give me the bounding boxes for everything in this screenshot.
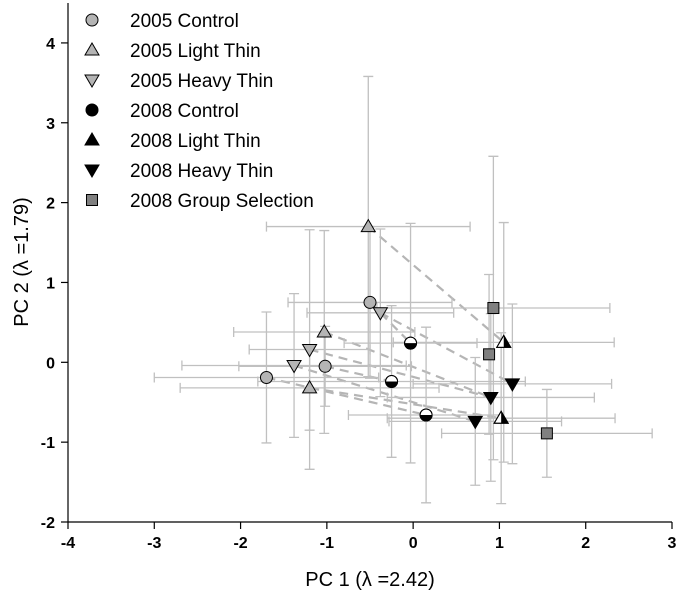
y-tick-label: 2 xyxy=(46,196,55,213)
data-point xyxy=(495,334,512,348)
connection-line xyxy=(369,301,412,344)
data-point xyxy=(493,410,510,424)
data-point xyxy=(301,344,318,358)
data-point xyxy=(404,336,418,350)
legend-item: 2008 Light Thin xyxy=(84,131,261,152)
data-point xyxy=(504,378,521,392)
y-tick-label: 4 xyxy=(46,36,55,53)
legend-item: 2005 Light Thin xyxy=(84,41,261,62)
legend-item: 2008 Control xyxy=(85,101,239,122)
connection-line xyxy=(309,348,492,399)
data-point xyxy=(487,302,500,315)
data-point xyxy=(482,391,499,406)
data-point xyxy=(318,359,332,373)
y-tick-label: 0 xyxy=(46,355,55,372)
legend-marker xyxy=(86,194,98,206)
connection-line xyxy=(266,376,427,417)
legend-marker xyxy=(84,74,100,88)
legend-label: 2005 Heavy Thin xyxy=(130,71,273,92)
x-tick-label: 3 xyxy=(668,535,677,552)
x-tick-label: -1 xyxy=(320,535,334,552)
data-point xyxy=(467,415,484,430)
legend-marker xyxy=(85,13,99,27)
connection-line xyxy=(324,365,392,383)
connection-line xyxy=(293,364,476,423)
x-tick-label: -4 xyxy=(61,535,75,552)
y-tick-label: 3 xyxy=(46,116,55,133)
data-points xyxy=(259,218,553,440)
data-point xyxy=(259,370,273,384)
data-point xyxy=(419,408,433,422)
legend-label: 2005 Control xyxy=(130,11,239,32)
legend-item: 2008 Heavy Thin xyxy=(84,161,273,182)
x-axis-ticks: -4 -3 -2 -1 0 1 2 3 xyxy=(61,522,677,552)
y-axis-ticks: -2 -1 0 1 2 3 4 xyxy=(41,36,68,532)
x-tick-label: 2 xyxy=(581,535,590,552)
data-point xyxy=(363,295,377,309)
data-point xyxy=(301,379,318,394)
data-point xyxy=(372,307,389,321)
legend-item: 2005 Heavy Thin xyxy=(84,71,273,92)
data-point xyxy=(316,323,333,338)
data-point xyxy=(385,374,399,388)
y-axis-title: PC 2 (λ =1.79) xyxy=(11,197,33,327)
data-point xyxy=(360,218,377,233)
legend-item: 2008 Group Selection xyxy=(86,191,314,212)
legend-marker xyxy=(84,164,100,178)
data-point xyxy=(540,427,553,440)
legend-marker xyxy=(85,103,99,117)
data-point xyxy=(286,360,302,374)
y-tick-label: 1 xyxy=(46,275,55,292)
legend-label: 2008 Heavy Thin xyxy=(130,161,273,182)
x-tick-label: -3 xyxy=(147,535,161,552)
x-tick-label: -2 xyxy=(233,535,247,552)
x-tick-label: 1 xyxy=(495,535,504,552)
y-tick-label: -1 xyxy=(41,435,55,452)
legend: 2005 Control 2005 Light Thin 2005 Heavy Th… xyxy=(84,11,314,212)
legend-label: 2008 Control xyxy=(130,101,239,122)
legend-label: 2005 Light Thin xyxy=(130,41,261,62)
connection-line xyxy=(367,225,505,344)
x-tick-label: 0 xyxy=(409,535,418,552)
data-point xyxy=(483,348,496,361)
legend-marker xyxy=(84,42,100,56)
legend-label: 2008 Group Selection xyxy=(130,191,314,212)
legend-item: 2005 Control xyxy=(85,11,239,32)
legend-marker xyxy=(84,132,100,146)
y-tick-label: -2 xyxy=(41,515,55,532)
x-axis-title: PC 1 (λ =2.42) xyxy=(305,569,435,591)
legend-label: 2008 Light Thin xyxy=(130,131,261,152)
connection-line xyxy=(309,386,502,420)
